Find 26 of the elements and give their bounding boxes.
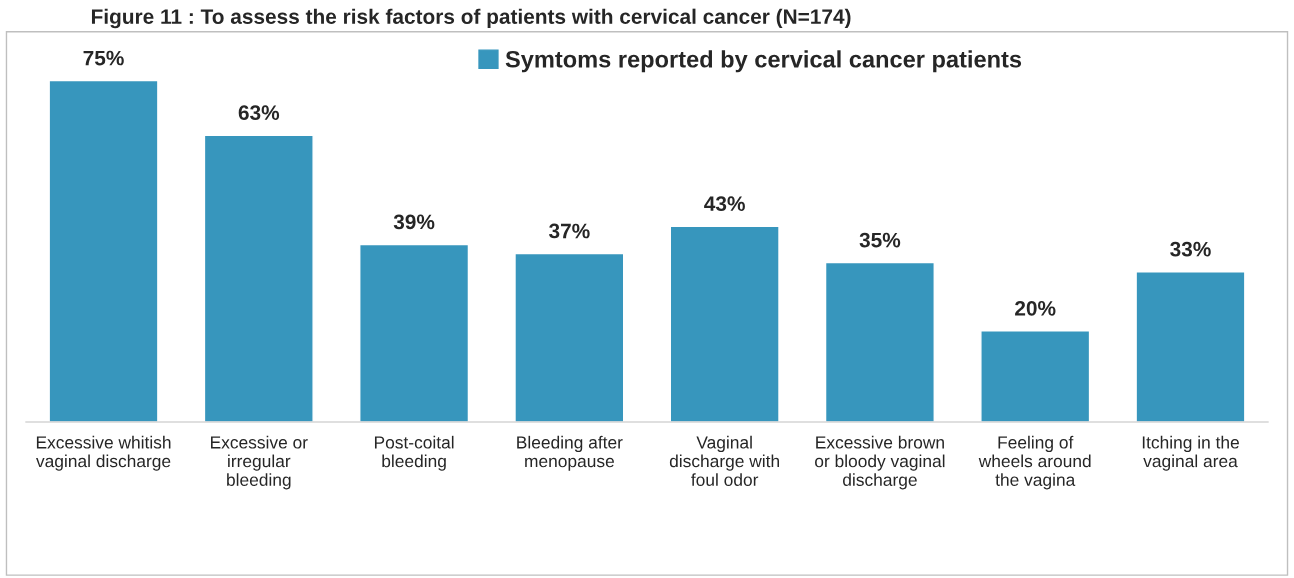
bar <box>669 225 780 422</box>
x-tick-label: Vaginal discharge with foul odor <box>669 435 779 486</box>
data-label: 43% <box>704 196 745 212</box>
bar <box>359 243 470 422</box>
x-tick-label: Excessive whitish vaginal discharge <box>36 435 171 471</box>
data-label: 63% <box>238 105 280 121</box>
data-label: 33% <box>1170 241 1211 257</box>
x-tick-label: Excessive or irregular bleeding <box>211 435 308 490</box>
x-tick-label: Feeling of wheels around the vagina <box>978 435 1091 490</box>
data-label: 35% <box>859 232 901 248</box>
x-tick-label: Itching in the vaginal area <box>1142 435 1239 471</box>
legend-label: Symtoms reported by cervical cancer patients <box>505 50 1022 73</box>
data-label: 20% <box>1015 300 1056 316</box>
chart-title: Figure 11 : To assess the risk factors of patients with cervical cancer (N=174) <box>91 8 851 29</box>
x-tick-label: Post-coital bleeding <box>374 435 454 471</box>
bar <box>203 134 314 422</box>
data-label: 37% <box>548 223 590 239</box>
bar <box>514 252 625 422</box>
x-tick-label: Excessive brown or bloody vaginal discharge <box>815 435 945 490</box>
bar <box>48 79 159 422</box>
x-tick-label: Bleeding after menopause <box>517 435 623 471</box>
bar <box>824 261 935 422</box>
bar <box>980 330 1091 422</box>
bar <box>1135 271 1246 422</box>
data-label: 75% <box>83 50 124 66</box>
data-label: 39% <box>393 214 435 230</box>
